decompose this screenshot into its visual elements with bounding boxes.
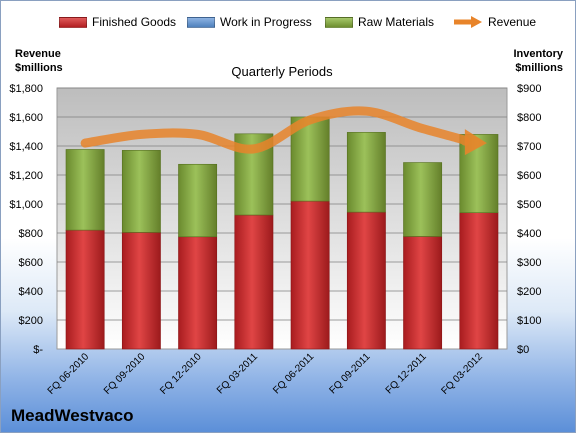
x-tick-label: FQ 09-2011 [328, 351, 373, 396]
legend-swatch-work-in-progress [187, 16, 215, 28]
legend-label-revenue: Revenue [488, 15, 537, 29]
x-tick-label: FQ 03-2011 [215, 351, 260, 396]
bar-raw-materials [121, 150, 161, 233]
bar-raw-materials [65, 149, 105, 231]
x-tick-label: FQ 09-2010 [102, 351, 148, 397]
left-tick-label: $400 [19, 286, 43, 298]
revenue-arrowhead [464, 129, 487, 156]
left-tick-label: $1,800 [9, 83, 43, 95]
legend-swatch-raw-materials [325, 16, 353, 28]
legend-arrow-icon [454, 16, 482, 28]
x-tick-label: FQ 03-2012 [439, 351, 485, 397]
left-tick-label: $1,200 [9, 170, 43, 182]
legend-item-finished-goods: Finished Goods [59, 15, 176, 29]
right-tick-label: $800 [517, 112, 541, 124]
left-axis-title-line1: Revenue [15, 48, 61, 60]
left-tick-label: $1,600 [9, 112, 43, 124]
legend-item-work-in-progress: Work in Progress [187, 15, 312, 29]
left-axis-title: Revenue $millions [15, 47, 63, 75]
bar-raw-materials [178, 163, 218, 238]
bar-finished-goods [65, 229, 105, 350]
right-tick-label: $900 [517, 83, 541, 95]
bar-finished-goods [346, 211, 386, 350]
right-tick-label: $500 [517, 199, 541, 211]
right-axis-title: Inventory $millions [513, 47, 563, 75]
legend-label-work-in-progress: Work in Progress [220, 15, 312, 29]
left-tick-label: $1,000 [9, 199, 43, 211]
right-tick-label: $700 [517, 141, 541, 153]
right-tick-label: $300 [517, 257, 541, 269]
x-tick-label: FQ 12-2011 [384, 351, 429, 396]
legend-item-raw-materials: Raw Materials [325, 15, 434, 29]
right-tick-label: $400 [517, 228, 541, 240]
x-tick-label: FQ 06-2010 [46, 351, 92, 397]
bar-finished-goods [290, 200, 330, 350]
legend-item-revenue: Revenue [453, 15, 536, 29]
bar-finished-goods [403, 236, 443, 350]
left-tick-label: $600 [19, 257, 43, 269]
revenue-line [80, 106, 470, 154]
right-tick-label: $0 [517, 344, 529, 356]
left-tick-label: $200 [19, 315, 43, 327]
bar-finished-goods [121, 232, 161, 350]
right-tick-label: $200 [517, 286, 541, 298]
legend-swatch-finished-goods [59, 16, 87, 28]
legend-label-finished-goods: Finished Goods [92, 15, 177, 29]
bar-finished-goods [234, 214, 274, 350]
x-tick-label: FQ 06-2011 [271, 351, 316, 396]
right-tick-label: $100 [517, 315, 541, 327]
chart-title: Quarterly Periods [231, 64, 333, 79]
legend: Finished Goods Work in Progress Raw Mate… [1, 15, 575, 35]
x-tick-label: FQ 12-2010 [158, 351, 204, 397]
left-tick-label: $1,400 [9, 141, 43, 153]
left-tick-label: $800 [19, 228, 43, 240]
legend-label-raw-materials: Raw Materials [358, 15, 435, 29]
brand-name: MeadWestvaco [11, 406, 134, 425]
bar-finished-goods [178, 236, 218, 350]
left-axis-title-line2: $millions [15, 62, 63, 74]
bar-raw-materials [346, 132, 386, 213]
right-axis-title-line2: $millions [515, 62, 563, 74]
bar-finished-goods [459, 212, 499, 350]
bar-raw-materials [403, 162, 443, 237]
right-axis-title-line1: Inventory [513, 48, 563, 60]
right-tick-label: $600 [517, 170, 541, 182]
left-tick-label: $- [33, 344, 43, 356]
